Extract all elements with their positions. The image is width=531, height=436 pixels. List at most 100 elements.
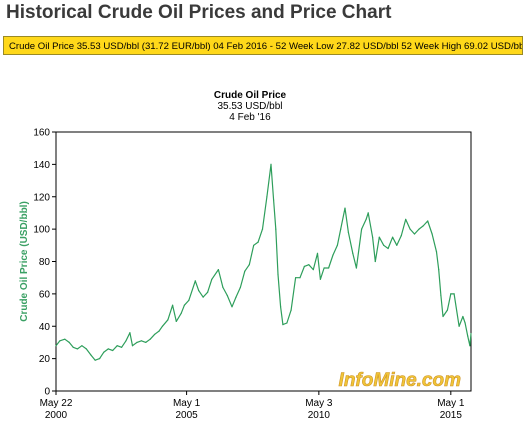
data-point xyxy=(136,341,138,343)
data-point xyxy=(387,247,389,250)
data-point xyxy=(90,354,92,356)
data-point xyxy=(275,228,277,230)
data-point xyxy=(180,312,182,314)
data-point xyxy=(175,320,177,322)
x-tick-label: May 3 xyxy=(305,398,333,409)
data-point xyxy=(312,269,314,271)
y-tick-label: 40 xyxy=(39,322,51,333)
chart-current-date: 4 Feb '16 xyxy=(229,112,271,123)
data-point xyxy=(361,228,363,230)
data-point xyxy=(235,296,237,298)
data-point xyxy=(116,345,118,347)
data-point xyxy=(458,325,460,327)
data-point xyxy=(94,359,96,361)
data-point xyxy=(257,241,259,243)
data-point xyxy=(316,252,319,254)
price-ticker-bar: Crude Oil Price 35.53 USD/bbl (31.72 EUR… xyxy=(3,36,523,55)
data-point xyxy=(440,294,442,297)
y-tick-label: 20 xyxy=(39,354,51,365)
data-point xyxy=(72,346,74,348)
data-point xyxy=(107,348,109,350)
y-tick-label: 140 xyxy=(33,160,50,171)
data-point xyxy=(438,269,440,271)
data-point xyxy=(367,212,369,214)
data-point xyxy=(129,332,131,334)
data-point xyxy=(418,228,420,230)
data-point xyxy=(149,338,151,340)
y-tick-label: 0 xyxy=(44,387,50,398)
data-point xyxy=(431,233,433,235)
data-point xyxy=(248,264,250,266)
data-point xyxy=(231,306,233,308)
data-point xyxy=(355,267,357,269)
data-point xyxy=(270,163,272,165)
x-tick-year-label: 2010 xyxy=(308,410,331,421)
page-title: Historical Crude Oil Prices and Price Ch… xyxy=(6,2,392,23)
data-point xyxy=(344,207,346,209)
data-point xyxy=(422,225,424,227)
data-point xyxy=(183,304,185,306)
data-point xyxy=(131,345,134,347)
data-point xyxy=(295,277,297,279)
data-point xyxy=(55,345,57,347)
data-point xyxy=(253,244,255,246)
data-point xyxy=(352,252,354,254)
y-tick-label: 120 xyxy=(33,192,50,203)
data-point xyxy=(332,254,334,256)
y-tick-label: 160 xyxy=(33,128,50,139)
data-point xyxy=(211,278,213,280)
data-point xyxy=(427,220,429,222)
data-point xyxy=(103,351,105,353)
data-point xyxy=(167,319,169,321)
data-point xyxy=(469,345,471,347)
x-tick-label: May 22 xyxy=(40,398,73,409)
data-point xyxy=(405,218,407,220)
data-point xyxy=(286,322,288,324)
data-point xyxy=(299,277,301,279)
data-point xyxy=(198,290,200,292)
data-point xyxy=(145,341,147,343)
data-point xyxy=(217,269,219,271)
x-tick-year-label: 2005 xyxy=(175,410,198,421)
data-point xyxy=(347,231,349,233)
data-point xyxy=(154,333,156,335)
data-point xyxy=(374,260,376,263)
data-point xyxy=(378,236,380,238)
data-point xyxy=(409,228,411,230)
data-point xyxy=(303,265,305,267)
data-point xyxy=(81,345,83,347)
data-point xyxy=(85,348,87,350)
data-point xyxy=(336,244,338,246)
data-point xyxy=(207,291,209,293)
data-point xyxy=(396,244,398,246)
data-point xyxy=(194,280,196,282)
data-point xyxy=(112,349,114,352)
data-point xyxy=(372,236,374,238)
data-point xyxy=(319,278,321,280)
data-point xyxy=(280,306,282,308)
data-point xyxy=(64,338,66,340)
data-point xyxy=(222,286,224,288)
data-point xyxy=(400,235,402,237)
x-tick-label: May 1 xyxy=(173,398,201,409)
data-point xyxy=(328,267,330,269)
data-point xyxy=(188,299,190,301)
y-tick-label: 80 xyxy=(39,257,51,268)
data-point xyxy=(59,340,61,342)
x-tick-label: May 1 xyxy=(437,398,465,409)
data-point xyxy=(413,233,416,235)
data-point xyxy=(365,218,367,220)
data-point xyxy=(161,325,163,327)
data-point xyxy=(125,340,127,342)
y-tick-label: 60 xyxy=(39,289,51,300)
data-point xyxy=(323,267,325,269)
chart-header: Crude Oil Price 35.53 USD/bbl 4 Feb '16 xyxy=(150,90,350,123)
watermark: InfoMine.com xyxy=(339,370,462,391)
data-point xyxy=(261,228,264,230)
data-point xyxy=(446,309,448,311)
data-point xyxy=(450,293,452,295)
data-point xyxy=(462,315,464,318)
chart-title: Crude Oil Price xyxy=(213,90,287,101)
data-point xyxy=(467,335,469,337)
